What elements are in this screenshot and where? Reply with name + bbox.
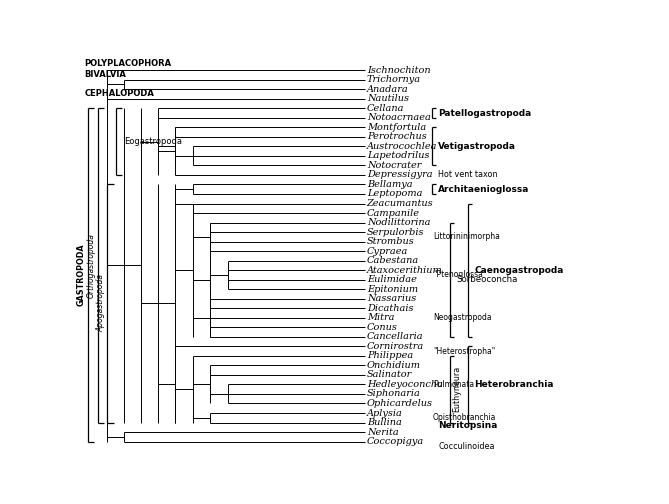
- Text: Philippea: Philippea: [367, 351, 413, 360]
- Text: Hedleyoconcha: Hedleyoconcha: [367, 380, 443, 389]
- Text: POLYPLACOPHORA: POLYPLACOPHORA: [85, 59, 172, 68]
- Text: Cabestana: Cabestana: [367, 256, 419, 265]
- Text: Cellana: Cellana: [367, 104, 404, 113]
- Text: "Heterostropha": "Heterostropha": [433, 347, 495, 356]
- Text: Eulimidae: Eulimidae: [367, 275, 417, 284]
- Text: Nerita: Nerita: [367, 427, 399, 436]
- Text: Mitra: Mitra: [367, 313, 394, 322]
- Text: Neritopsina: Neritopsina: [438, 421, 498, 430]
- Text: Siphonaria: Siphonaria: [367, 390, 421, 399]
- Text: Trichornya: Trichornya: [367, 75, 421, 84]
- Text: Ataxocerithium: Ataxocerithium: [367, 266, 442, 275]
- Text: Notocrater: Notocrater: [367, 161, 421, 170]
- Text: Cancellaria: Cancellaria: [367, 332, 423, 341]
- Text: Notoacrnaea: Notoacrnaea: [367, 113, 431, 122]
- Text: Lapetodrilus: Lapetodrilus: [367, 151, 429, 160]
- Text: Epitonium: Epitonium: [367, 285, 418, 294]
- Text: Bullina: Bullina: [367, 418, 401, 427]
- Text: Austrocochlea: Austrocochlea: [367, 142, 438, 151]
- Text: Ophicardelus: Ophicardelus: [367, 399, 433, 408]
- Text: Depressigyra: Depressigyra: [367, 170, 432, 179]
- Text: Anadara: Anadara: [367, 85, 409, 94]
- Text: Nautilus: Nautilus: [367, 94, 409, 103]
- Text: Dicathais: Dicathais: [367, 304, 413, 313]
- Text: Ischnochiton: Ischnochiton: [367, 66, 430, 75]
- Text: Eogastropoda: Eogastropoda: [124, 137, 182, 146]
- Text: Conus: Conus: [367, 323, 397, 332]
- Text: Littorininimorpha: Littorininimorpha: [433, 232, 500, 241]
- Text: Cocculinoidea: Cocculinoidea: [438, 443, 495, 452]
- Text: Nodilittorina: Nodilittorina: [367, 218, 430, 227]
- Text: Heterobranchia: Heterobranchia: [474, 380, 554, 389]
- Text: Apogastropoda: Apogastropoda: [96, 275, 106, 333]
- Text: Patellogastropoda: Patellogastropoda: [438, 108, 531, 117]
- Text: Orthogastropoda: Orthogastropoda: [86, 233, 96, 298]
- Text: Serpulorbis: Serpulorbis: [367, 228, 424, 236]
- Text: Euthyneura: Euthyneura: [452, 366, 461, 412]
- Text: Coccopigya: Coccopigya: [367, 437, 424, 446]
- Text: Strombus: Strombus: [367, 237, 415, 246]
- Text: Onchidium: Onchidium: [367, 361, 421, 370]
- Text: Hot vent taxon: Hot vent taxon: [438, 170, 498, 179]
- Text: Salinator: Salinator: [367, 370, 412, 380]
- Text: Aplysia: Aplysia: [367, 409, 403, 417]
- Text: Zeacumantus: Zeacumantus: [367, 199, 434, 208]
- Text: Vetigastropoda: Vetigastropoda: [438, 142, 516, 151]
- Text: Opisthobranchia: Opisthobranchia: [433, 413, 496, 422]
- Text: Cypraea: Cypraea: [367, 246, 408, 256]
- Text: Nassarius: Nassarius: [367, 294, 416, 303]
- Text: Caenogastropoda: Caenogastropoda: [474, 266, 564, 275]
- Text: Leptopoma: Leptopoma: [367, 190, 422, 199]
- Text: Perotrochus: Perotrochus: [367, 133, 426, 141]
- Text: Sorbeoconcha: Sorbeoconcha: [456, 275, 518, 284]
- Text: Cornirostra: Cornirostra: [367, 342, 424, 351]
- Text: Pulmonata: Pulmonata: [433, 380, 474, 389]
- Text: BIVALVIA: BIVALVIA: [85, 70, 126, 79]
- Text: Campanile: Campanile: [367, 209, 419, 218]
- Text: Bellamya: Bellamya: [367, 180, 412, 189]
- Text: Neogastropoda: Neogastropoda: [433, 313, 492, 322]
- Text: GASTROPODA: GASTROPODA: [77, 243, 86, 306]
- Text: "Ptenoglossa": "Ptenoglossa": [433, 271, 486, 279]
- Text: Montfortula: Montfortula: [367, 123, 426, 132]
- Text: Architaenioglossa: Architaenioglossa: [438, 185, 530, 194]
- Text: CEPHALOPODA: CEPHALOPODA: [85, 89, 155, 98]
